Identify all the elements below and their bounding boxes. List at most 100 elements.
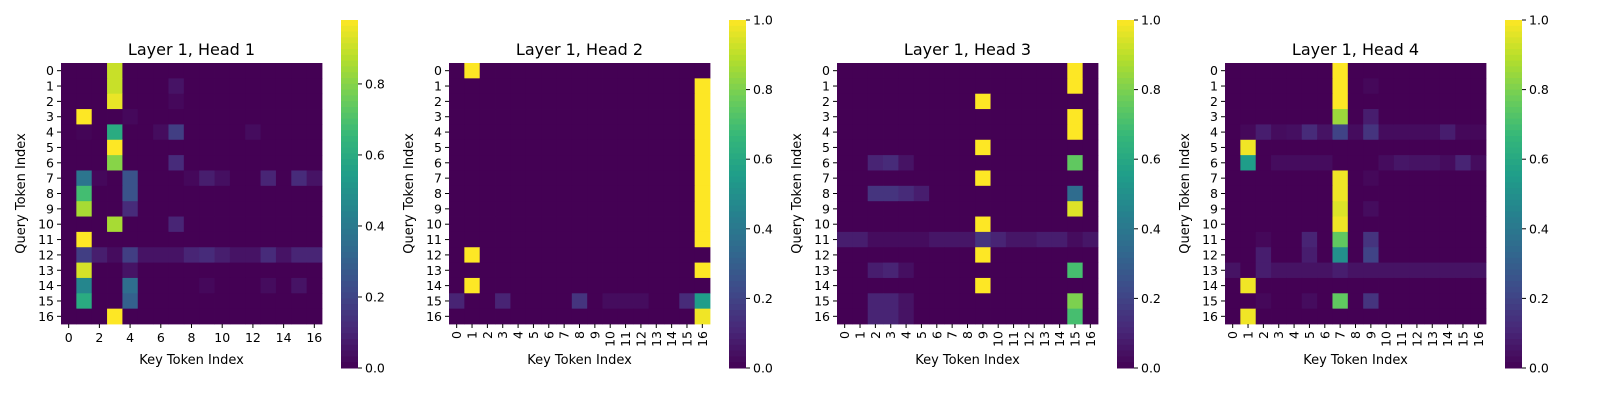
heatmap-cell — [1317, 277, 1333, 294]
heatmap-cell — [852, 216, 869, 233]
heatmap-cell — [245, 155, 261, 171]
y-tick-label: 3 — [434, 109, 442, 124]
heatmap-cell — [245, 78, 261, 95]
heatmap-cell — [76, 139, 93, 156]
heatmap-cell — [975, 201, 991, 217]
heatmap-cell — [1255, 93, 1272, 110]
y-tick-label: 8 — [822, 186, 830, 201]
heatmap-cell — [648, 155, 665, 171]
heatmap-cell — [61, 277, 77, 294]
heatmap-cell — [913, 170, 930, 187]
heatmap-cell — [1240, 155, 1257, 171]
colorbar-segment — [1117, 54, 1134, 62]
colorbar-segment — [1505, 281, 1522, 288]
heatmap-cell — [107, 201, 123, 217]
colorbar-segment — [729, 89, 746, 96]
heatmap-cell — [602, 185, 619, 202]
heatmap-cell — [1301, 247, 1318, 263]
heatmap-cell — [1470, 216, 1487, 233]
heatmap-cell — [883, 170, 899, 187]
heatmap-cell — [1393, 93, 1410, 110]
heatmap-cell — [91, 201, 108, 217]
heatmap-cell — [1378, 308, 1395, 325]
heatmap-cell — [852, 78, 869, 95]
heatmap-cell — [61, 155, 77, 171]
heatmap-cell — [679, 308, 696, 325]
heatmap-cell — [479, 308, 496, 325]
x-tick-label: 16 — [1083, 331, 1098, 347]
heatmap-cell — [1470, 185, 1487, 202]
heatmap-cell — [867, 247, 884, 263]
heatmap-cell — [306, 293, 323, 310]
colorbar-segment — [1117, 20, 1134, 27]
heatmap-cell — [183, 185, 200, 202]
heatmap-cell — [929, 308, 945, 325]
heatmap-cell — [898, 78, 915, 95]
x-tick-label: 15 — [679, 331, 694, 347]
heatmap-cell — [1082, 216, 1099, 233]
heatmap-cell — [1286, 124, 1303, 141]
heatmap-cell — [168, 262, 185, 279]
heatmap-cell — [1439, 185, 1456, 202]
heatmap-cell — [1317, 262, 1333, 279]
x-tick-label: 7 — [1333, 331, 1348, 339]
heatmap-cell — [898, 124, 915, 141]
heatmap-cell — [183, 170, 200, 187]
heatmap-cell — [1439, 308, 1456, 325]
heatmap-cell — [944, 293, 961, 310]
heatmap-cell — [679, 170, 696, 187]
heatmap-cell — [1317, 247, 1333, 263]
heatmap-cell — [837, 78, 853, 95]
colorbar-tick-label: 0.2 — [753, 291, 773, 306]
heatmap-cell — [1021, 231, 1037, 248]
y-tick-label: 6 — [822, 155, 830, 170]
heatmap-cell — [883, 308, 899, 325]
heatmap-cell — [137, 78, 154, 95]
x-tick-label: 15 — [1455, 331, 1470, 347]
heatmap-cell — [571, 277, 588, 294]
heatmap-cell — [633, 293, 649, 310]
heatmap-cell — [153, 277, 169, 294]
y-tick-label: 10 — [1202, 217, 1218, 232]
colorbar-segment — [341, 165, 358, 172]
colorbar-segment — [1117, 321, 1134, 328]
heatmap-cell — [199, 231, 215, 248]
heatmap-cell — [76, 93, 93, 110]
heatmap-cell — [1271, 185, 1287, 202]
heatmap-cell — [929, 201, 945, 217]
y-tick-label: 7 — [822, 171, 830, 186]
heatmap-cell — [122, 155, 139, 171]
heatmap-cell — [913, 93, 930, 110]
heatmap-cell — [245, 262, 261, 279]
heatmap-cell — [898, 201, 915, 217]
heatmap-cell — [1225, 308, 1241, 325]
heatmap-cell — [1255, 124, 1272, 141]
heatmap-cell — [1317, 139, 1333, 156]
heatmap-cell — [1332, 308, 1349, 325]
heatmap-cell — [1225, 277, 1241, 294]
heatmap-cell — [306, 109, 323, 125]
heatmap-cell — [1051, 109, 1068, 125]
heatmap-cell — [122, 201, 139, 217]
heatmap-cell — [1409, 139, 1425, 156]
heatmap-cell — [898, 293, 915, 310]
colorbar-segment — [341, 281, 358, 288]
heatmap-cell — [495, 124, 511, 141]
heatmap-cell — [633, 308, 649, 325]
heatmap-cell — [617, 93, 634, 110]
heatmap-cell — [898, 262, 915, 279]
heatmap-cell — [137, 93, 154, 110]
heatmap-cell — [1082, 262, 1099, 279]
heatmap-cell — [990, 170, 1007, 187]
x-tick-label: 10 — [603, 331, 618, 347]
heatmap-cell — [990, 231, 1007, 248]
heatmap-cell — [168, 277, 185, 294]
colorbar-segment — [729, 327, 746, 334]
x-tick-label: 5 — [1302, 331, 1317, 339]
heatmap-cell — [990, 308, 1007, 325]
heatmap-cell — [883, 109, 899, 125]
heatmap-cell — [1301, 124, 1318, 141]
heatmap-cell — [1378, 124, 1395, 141]
heatmap-cell — [510, 93, 527, 110]
heatmap-cell — [679, 93, 696, 110]
